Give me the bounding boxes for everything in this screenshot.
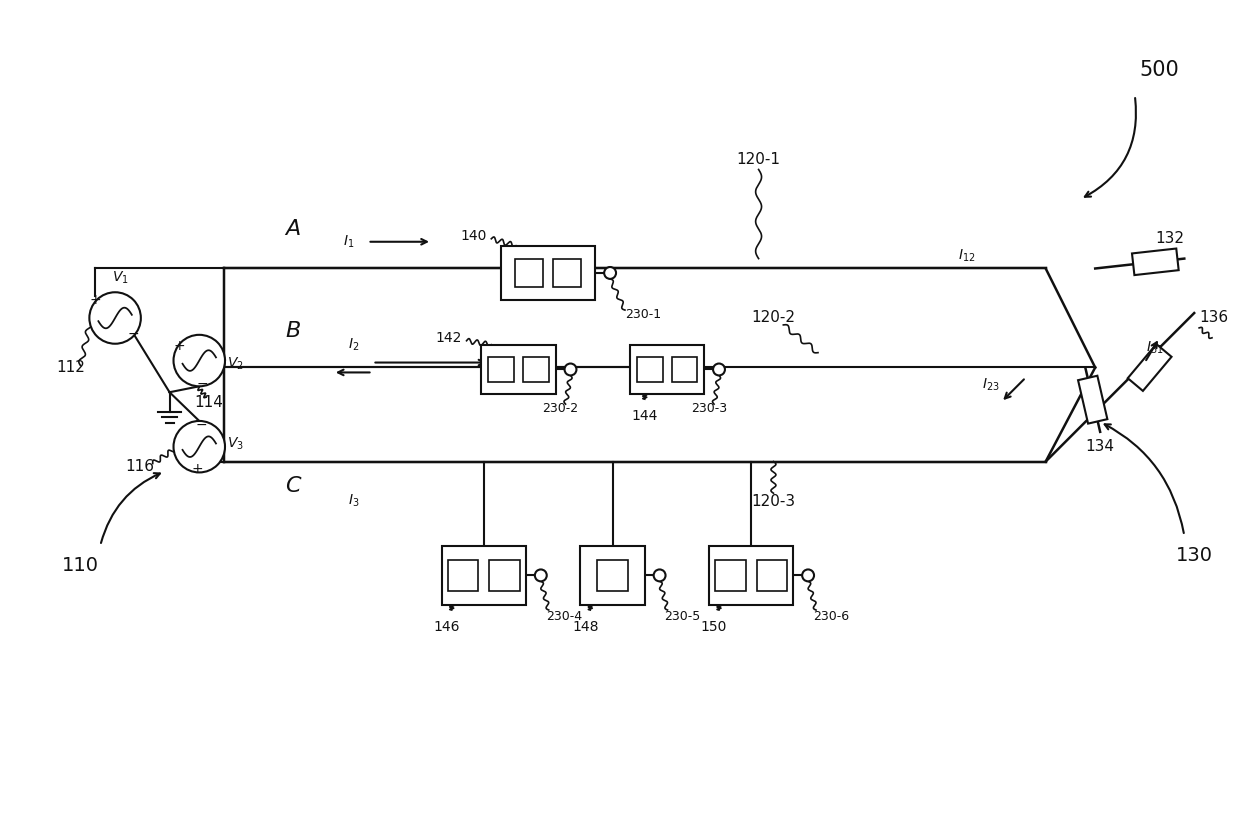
Text: 150: 150 <box>701 620 727 634</box>
Bar <box>630 344 704 394</box>
Text: $I_3$: $I_3$ <box>347 493 360 509</box>
Text: 148: 148 <box>572 620 599 634</box>
Bar <box>637 357 662 383</box>
Text: 500: 500 <box>1140 61 1179 81</box>
Bar <box>598 560 627 591</box>
Text: $-$: $-$ <box>196 376 208 390</box>
Text: 142: 142 <box>435 331 461 344</box>
Text: B: B <box>285 321 301 341</box>
Circle shape <box>564 364 577 375</box>
Text: 110: 110 <box>62 556 99 575</box>
Bar <box>481 344 556 394</box>
Polygon shape <box>1078 376 1107 423</box>
Text: $I_{12}$: $I_{12}$ <box>957 247 975 264</box>
Text: 230-4: 230-4 <box>546 610 582 623</box>
Bar <box>515 259 543 287</box>
Circle shape <box>534 569 547 582</box>
Text: 120-1: 120-1 <box>737 152 781 167</box>
Circle shape <box>174 421 224 473</box>
Text: 116: 116 <box>125 459 154 474</box>
Text: 230-1: 230-1 <box>625 308 661 321</box>
Text: +: + <box>174 339 185 353</box>
Text: +: + <box>89 293 102 307</box>
Circle shape <box>89 292 141 344</box>
Text: 112: 112 <box>56 360 86 375</box>
Text: $V_3$: $V_3$ <box>227 435 244 452</box>
Circle shape <box>604 267 616 279</box>
Circle shape <box>802 569 813 582</box>
Text: C: C <box>285 476 301 497</box>
Text: 140: 140 <box>460 229 486 243</box>
Text: $V_1$: $V_1$ <box>112 270 129 286</box>
Bar <box>490 560 520 591</box>
Text: 120-3: 120-3 <box>751 493 796 508</box>
Text: 130: 130 <box>1176 546 1213 565</box>
Bar <box>709 546 794 605</box>
Text: +: + <box>191 463 203 477</box>
Text: $V_2$: $V_2$ <box>227 355 244 372</box>
Bar <box>448 560 479 591</box>
Text: 120-2: 120-2 <box>751 310 795 325</box>
Text: $I_{31}$: $I_{31}$ <box>1146 339 1163 356</box>
Text: 146: 146 <box>434 620 460 634</box>
Text: $I_2$: $I_2$ <box>347 336 360 353</box>
Polygon shape <box>1132 249 1179 275</box>
Bar <box>553 259 582 287</box>
Polygon shape <box>1127 344 1172 391</box>
Bar <box>756 560 787 591</box>
Text: $I_1$: $I_1$ <box>342 234 355 250</box>
Bar <box>489 357 515 383</box>
Bar <box>523 357 549 383</box>
Text: 136: 136 <box>1199 310 1229 325</box>
Text: 230-2: 230-2 <box>543 402 579 415</box>
Text: $I_{23}$: $I_{23}$ <box>982 376 1001 393</box>
Text: 230-6: 230-6 <box>813 610 849 623</box>
Bar <box>672 357 697 383</box>
Text: 132: 132 <box>1154 231 1184 246</box>
Bar <box>501 245 595 300</box>
Bar <box>715 560 745 591</box>
Text: $-$: $-$ <box>195 417 207 431</box>
Text: 230-3: 230-3 <box>691 402 727 415</box>
Circle shape <box>174 334 224 386</box>
Text: A: A <box>285 219 301 239</box>
Text: 114: 114 <box>195 394 223 409</box>
Text: $-$: $-$ <box>126 326 139 339</box>
Text: 230-5: 230-5 <box>665 610 701 623</box>
Text: 134: 134 <box>1086 439 1115 454</box>
Text: 144: 144 <box>631 409 658 423</box>
Circle shape <box>713 364 725 375</box>
Circle shape <box>653 569 666 582</box>
Bar <box>441 546 526 605</box>
Bar <box>580 546 645 605</box>
